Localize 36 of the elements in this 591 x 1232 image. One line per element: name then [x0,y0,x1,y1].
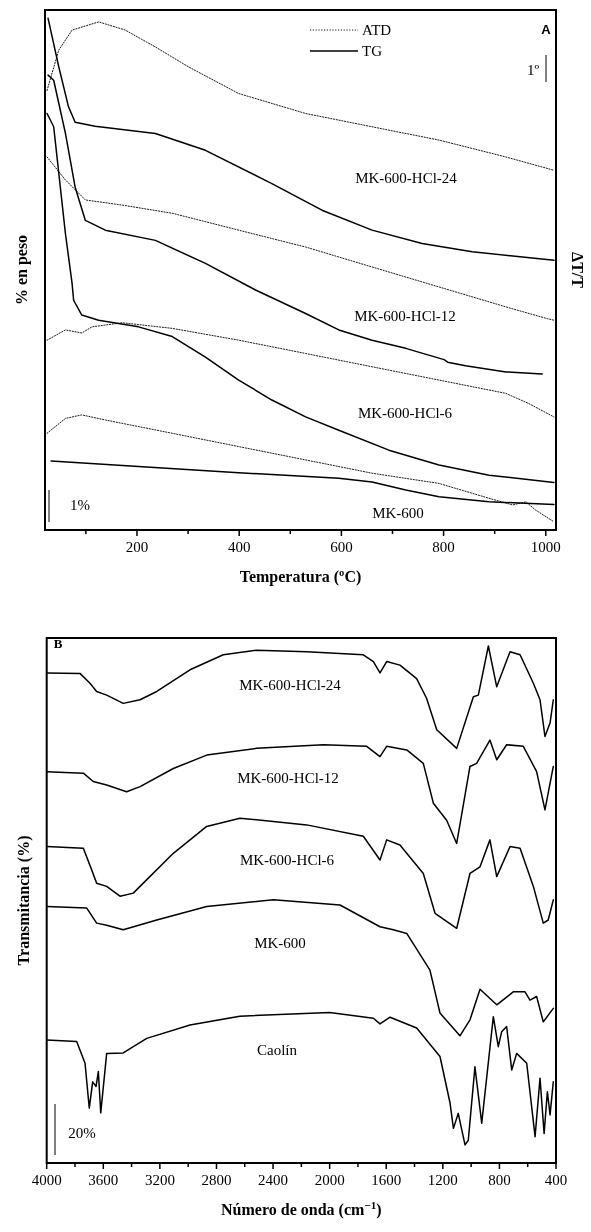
x-tick-label: 800 [488,1172,511,1188]
x-tick-label: 3200 [144,1172,175,1188]
legend-label: TG [362,43,383,60]
annotation: MK-600-HCl-24 [239,677,342,694]
x-tick-label: 400 [227,539,251,555]
x-axis-title: Temperatura (ºC) [239,568,362,586]
x-tick-label: 800 [432,539,455,555]
annotation: B [53,635,63,651]
x-tick-label: 2800 [201,1172,232,1188]
annotation: MK-600-HCl-6 [357,405,453,422]
x-tick-label: 1200 [427,1172,458,1188]
x-tick-label: 1600 [371,1172,402,1188]
x-tick-label: 400 [544,1172,568,1188]
annotation: MK-600-HCl-24 [355,170,458,187]
annotation: Caolín [257,1042,298,1059]
legend-label: ATD [362,22,392,39]
x-tick-label: 1000 [530,539,561,555]
annotation: 1% [70,497,90,514]
annotation: MK-600-HCl-6 [239,852,335,869]
x-tick-label: 2000 [314,1172,345,1188]
annotation: MK-600 [372,505,424,522]
annotation: MK-600 [254,935,306,952]
x-axis-title: Número de onda (cm$^{−1}$) [221,1199,382,1219]
y2-axis-title: ΔT/T [569,252,586,289]
annotation: A [541,21,552,37]
annotation: 1º [526,62,540,79]
y-axis-title: % en peso [13,234,31,306]
annotation: MK-600-HCl-12 [237,770,339,787]
x-tick-label: 600 [330,539,353,555]
x-tick-label: 200 [125,539,149,555]
annotation: 20% [68,1125,96,1142]
x-tick-label: 4000 [31,1172,62,1188]
y-axis-title: Transmitancia (%) [14,835,33,966]
x-tick-label: 2400 [258,1172,289,1188]
x-tick-label: 3600 [88,1172,119,1188]
annotation: MK-600-HCl-12 [354,308,456,325]
